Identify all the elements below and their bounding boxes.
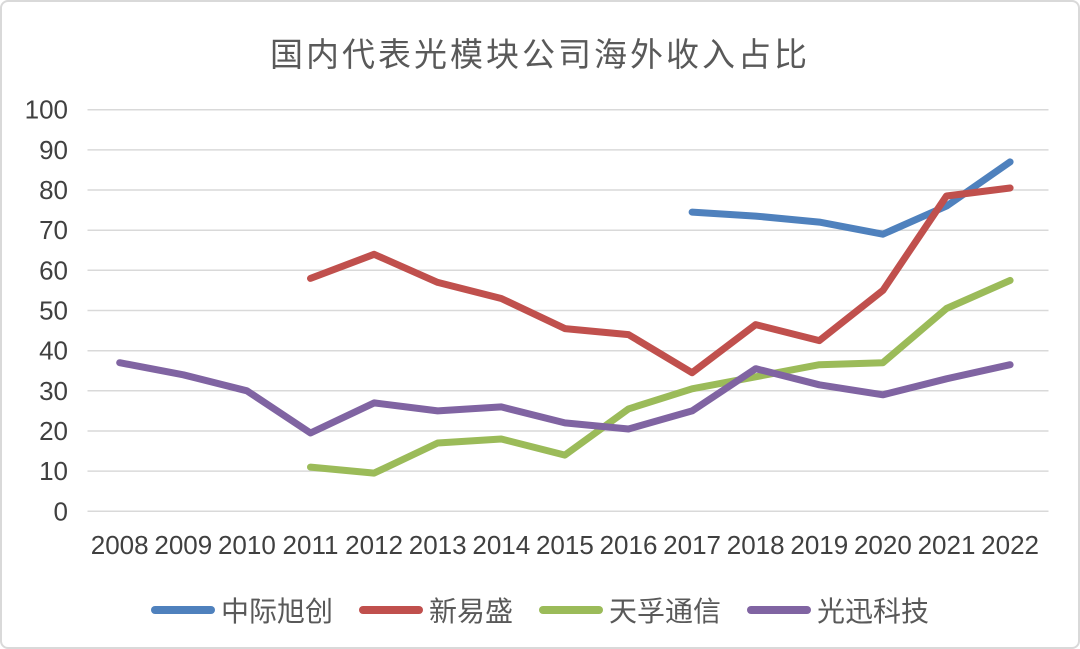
legend-swatch-xinyisheng	[358, 606, 423, 614]
y-axis-tick-label: 90	[39, 135, 68, 165]
gridlines	[87, 108, 1049, 513]
x-axis-tick-label: 2021	[918, 530, 976, 560]
y-axis-tick-label: 80	[39, 175, 68, 205]
legend-item-tianfu-tongxin: 天孚通信	[539, 590, 721, 630]
y-axis-tick-label: 100	[25, 95, 68, 125]
chart-title: 国内代表光模块公司海外收入占比	[270, 38, 810, 74]
y-axis-tick-label: 70	[39, 215, 68, 245]
x-axis-tick-label: 2022	[981, 530, 1039, 560]
legend-swatch-guangxun-keji	[747, 606, 812, 614]
y-axis-tick-label: 0	[54, 496, 68, 526]
legend-item-xinyisheng: 新易盛	[358, 590, 513, 630]
x-axis-tick-label: 2019	[790, 530, 848, 560]
legend-label: 新易盛	[428, 597, 513, 628]
legend-item-guangxun-keji: 光迅科技	[747, 590, 929, 630]
chart-legend: 中际旭创 新易盛 天孚通信 光迅科技	[2, 590, 1078, 630]
y-axis-tick-label: 40	[39, 336, 68, 366]
x-axis-tick-label: 2016	[600, 530, 658, 560]
y-axis-tick-label: 50	[39, 296, 68, 326]
series-line-guangxun-keji	[116, 359, 1014, 437]
series-line-tianfu-tongxin	[307, 276, 1014, 477]
legend-label: 天孚通信	[609, 597, 722, 628]
y-axis-tick-label: 30	[39, 376, 68, 406]
legend-item-zhongji-xuchuang: 中际旭创	[150, 590, 333, 630]
x-axis-tick-label: 2013	[409, 530, 467, 560]
x-axis-tick-label: 2018	[727, 530, 785, 560]
x-axis-tick-label: 2008	[91, 530, 149, 560]
x-axis-labels: 2008 2009 2010 2011 2012 2013 2014 2015 2016 2017…	[91, 530, 1039, 560]
legend-swatch-zhongji-xuchuang	[150, 606, 215, 614]
y-axis-tick-label: 10	[39, 456, 68, 486]
legend-label: 光迅科技	[817, 597, 930, 628]
x-axis-tick-label: 2012	[345, 530, 403, 560]
series-line-zhongji-xuchuang	[688, 158, 1014, 238]
y-axis-labels: 0 10 20 30 40 50 60 70 80 90 100	[25, 95, 68, 527]
x-axis-tick-label: 2011	[283, 530, 339, 560]
x-axis-tick-label: 2009	[154, 530, 212, 560]
x-axis-tick-label: 2010	[218, 530, 276, 560]
legend-swatch-tianfu-tongxin	[539, 606, 603, 614]
legend-label: 中际旭创	[220, 597, 333, 628]
y-axis-tick-label: 20	[39, 416, 68, 446]
series-line-xinyisheng	[307, 184, 1014, 377]
x-axis-tick-label: 2020	[854, 530, 912, 560]
x-axis-tick-label: 2015	[536, 530, 594, 560]
y-axis-tick-label: 60	[39, 255, 68, 285]
x-axis-tick-label: 2014	[472, 530, 530, 560]
x-axis-tick-label: 2017	[663, 530, 721, 560]
